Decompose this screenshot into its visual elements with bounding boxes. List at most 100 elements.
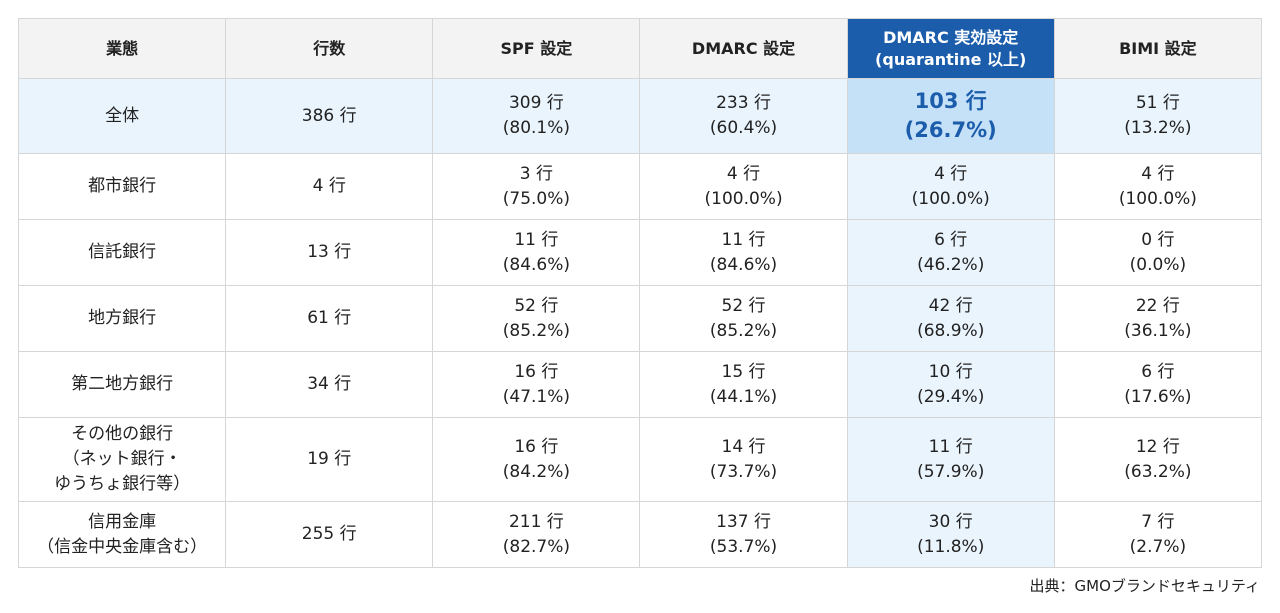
- table-cell: 14 行 (73.7%): [639, 417, 848, 502]
- table-cell: 10 行 (29.4%): [846, 351, 1055, 418]
- cell-line: 14 行: [721, 436, 766, 457]
- table-cell: 7 行 (2.7%): [1053, 501, 1263, 568]
- table-cell: 地方銀行: [17, 285, 227, 352]
- cell-line: (13.2%): [1124, 118, 1192, 138]
- table-cell: 211 行 (82.7%): [432, 501, 641, 568]
- source-note: 出典：GMOブランドセキュリティ: [1029, 577, 1260, 595]
- cell-line: 61 行: [307, 308, 352, 328]
- cell-line: 13 行: [307, 242, 352, 262]
- table-cell: 309 行 (80.1%): [432, 78, 641, 154]
- cell-line: 11 行: [721, 229, 766, 250]
- table-row: 第二地方銀行 34 行 16 行 (47.1%) 15 行 (44.1%) 10 行 (29.…: [17, 351, 1263, 418]
- header-row: 業態 行数 SPF 設定 DMARC 設定 DMARC 実効設定 (quarantine …: [17, 18, 1263, 79]
- cell-line: (84.6%): [709, 254, 778, 275]
- table-cell: 13 行: [225, 219, 434, 286]
- cell-line: (53.7%): [709, 536, 778, 557]
- cell-line: DMARC 実効設定: [883, 27, 1019, 47]
- table-cell: 全体: [17, 78, 227, 154]
- header-cell: 業態: [17, 18, 227, 79]
- cell-line: (17.6%): [1124, 386, 1192, 407]
- table-cell: 6 行 (17.6%): [1053, 351, 1263, 418]
- cell-line: (63.2%): [1124, 461, 1192, 482]
- table-cell: 19 行: [225, 417, 434, 502]
- cell-line: (26.7%): [904, 118, 997, 142]
- cell-line: (quarantine 以上): [875, 49, 1027, 69]
- table-cell: 51 行 (13.2%): [1053, 78, 1263, 154]
- cell-line: (85.2%): [709, 320, 778, 341]
- table-wrap: 業態 行数 SPF 設定 DMARC 設定 DMARC 実効設定 (quarantine …: [17, 18, 1263, 568]
- cell-line: 19 行: [307, 449, 352, 469]
- cell-line: 信託銀行: [88, 242, 157, 262]
- cell-line: (73.7%): [709, 461, 778, 482]
- cell-line: (47.1%): [502, 386, 571, 407]
- table-cell: 都市銀行: [17, 153, 227, 220]
- cell-line: 103 行: [914, 89, 987, 113]
- cell-line: (11.8%): [917, 536, 985, 557]
- cell-line: 42 行: [928, 295, 973, 316]
- table-cell: 6 行 (46.2%): [846, 219, 1055, 286]
- cell-line: 第二地方銀行: [71, 374, 174, 394]
- header-cell: SPF 設定: [432, 18, 641, 79]
- cell-line: (46.2%): [917, 254, 985, 275]
- cell-line: (100.0%): [704, 188, 783, 209]
- cell-line: SPF 設定: [500, 38, 573, 58]
- cell-line: 255 行: [301, 524, 357, 544]
- table-row: 地方銀行 61 行 52 行 (85.2%) 52 行 (85.2%) 42 行 (68.9%…: [17, 285, 1263, 352]
- cell-line: (100.0%): [911, 188, 990, 209]
- cell-line: （ネット銀行・: [62, 449, 182, 469]
- cell-line: 309 行: [508, 93, 564, 113]
- cell-line: (2.7%): [1129, 536, 1187, 557]
- cell-line: (0.0%): [1129, 254, 1187, 275]
- cell-line: 386 行: [301, 105, 357, 126]
- table-row: 都市銀行 4 行 3 行 (75.0%) 4 行 (100.0%) 4 行 (100.0%) 4…: [17, 153, 1263, 220]
- table-cell: 16 行 (84.2%): [432, 417, 641, 502]
- table-cell: 386 行: [225, 78, 434, 154]
- table-cell: 11 行 (84.6%): [639, 219, 848, 286]
- cell-line: (29.4%): [917, 386, 985, 407]
- cell-line: DMARC 設定: [691, 38, 796, 58]
- cell-line: 3 行: [519, 163, 553, 184]
- table-cell: 信用金庫 （信金中央金庫含む）: [17, 501, 227, 568]
- cell-line: (80.1%): [502, 118, 571, 138]
- table-cell: 233 行 (60.4%): [639, 78, 848, 154]
- cell-line: (100.0%): [1118, 188, 1197, 209]
- cell-line: 11 行: [928, 436, 973, 457]
- cell-line: 16 行: [514, 361, 559, 382]
- cell-line: 7 行: [1141, 511, 1175, 532]
- cell-line: 22 行: [1135, 295, 1180, 316]
- header-cell: DMARC 設定: [639, 18, 848, 79]
- cell-line: 137 行: [716, 511, 771, 532]
- cell-line: 15 行: [721, 361, 766, 382]
- cell-line: (68.9%): [917, 320, 985, 341]
- header-cell: BIMI 設定: [1053, 18, 1263, 79]
- cell-line: 34 行: [307, 374, 352, 394]
- cell-line: (36.1%): [1124, 320, 1192, 341]
- cell-line: (75.0%): [502, 188, 571, 209]
- cell-line: (84.6%): [502, 254, 571, 275]
- cell-line: 全体: [105, 105, 140, 126]
- table-row: 全体 386 行 309 行 (80.1%) 233 行 (60.4%) 103 行 (26.…: [17, 78, 1263, 154]
- cell-line: 4 行: [312, 176, 346, 196]
- cell-line: 業態: [106, 38, 139, 58]
- cell-line: 11 行: [514, 229, 559, 250]
- cell-line: ゆうちょ銀行等）: [54, 474, 191, 494]
- table-cell: 137 行 (53.7%): [639, 501, 848, 568]
- table-cell: 4 行: [225, 153, 434, 220]
- table-cell: 61 行: [225, 285, 434, 352]
- cell-line: 6 行: [934, 229, 968, 250]
- cell-line: 4 行: [726, 163, 761, 184]
- header-cell: DMARC 実効設定 (quarantine 以上): [846, 18, 1055, 79]
- cell-line: 4 行: [1141, 163, 1175, 184]
- table-cell: 22 行 (36.1%): [1053, 285, 1263, 352]
- table-cell: 0 行 (0.0%): [1053, 219, 1263, 286]
- cell-line: (84.2%): [502, 461, 571, 482]
- cell-line: 都市銀行: [88, 176, 157, 196]
- cell-line: その他の銀行: [71, 424, 174, 444]
- table-cell: その他の銀行 （ネット銀行・ ゆうちょ銀行等）: [17, 417, 227, 502]
- table: 業態 行数 SPF 設定 DMARC 設定 DMARC 実効設定 (quarantine …: [17, 18, 1263, 568]
- table-cell: 30 行 (11.8%): [846, 501, 1055, 568]
- cell-line: 4 行: [934, 163, 968, 184]
- table-row: 信託銀行 13 行 11 行 (84.6%) 11 行 (84.6%) 6 行 (46.2%)…: [17, 219, 1263, 286]
- cell-line: 52 行: [721, 295, 766, 316]
- cell-line: 52 行: [514, 295, 559, 316]
